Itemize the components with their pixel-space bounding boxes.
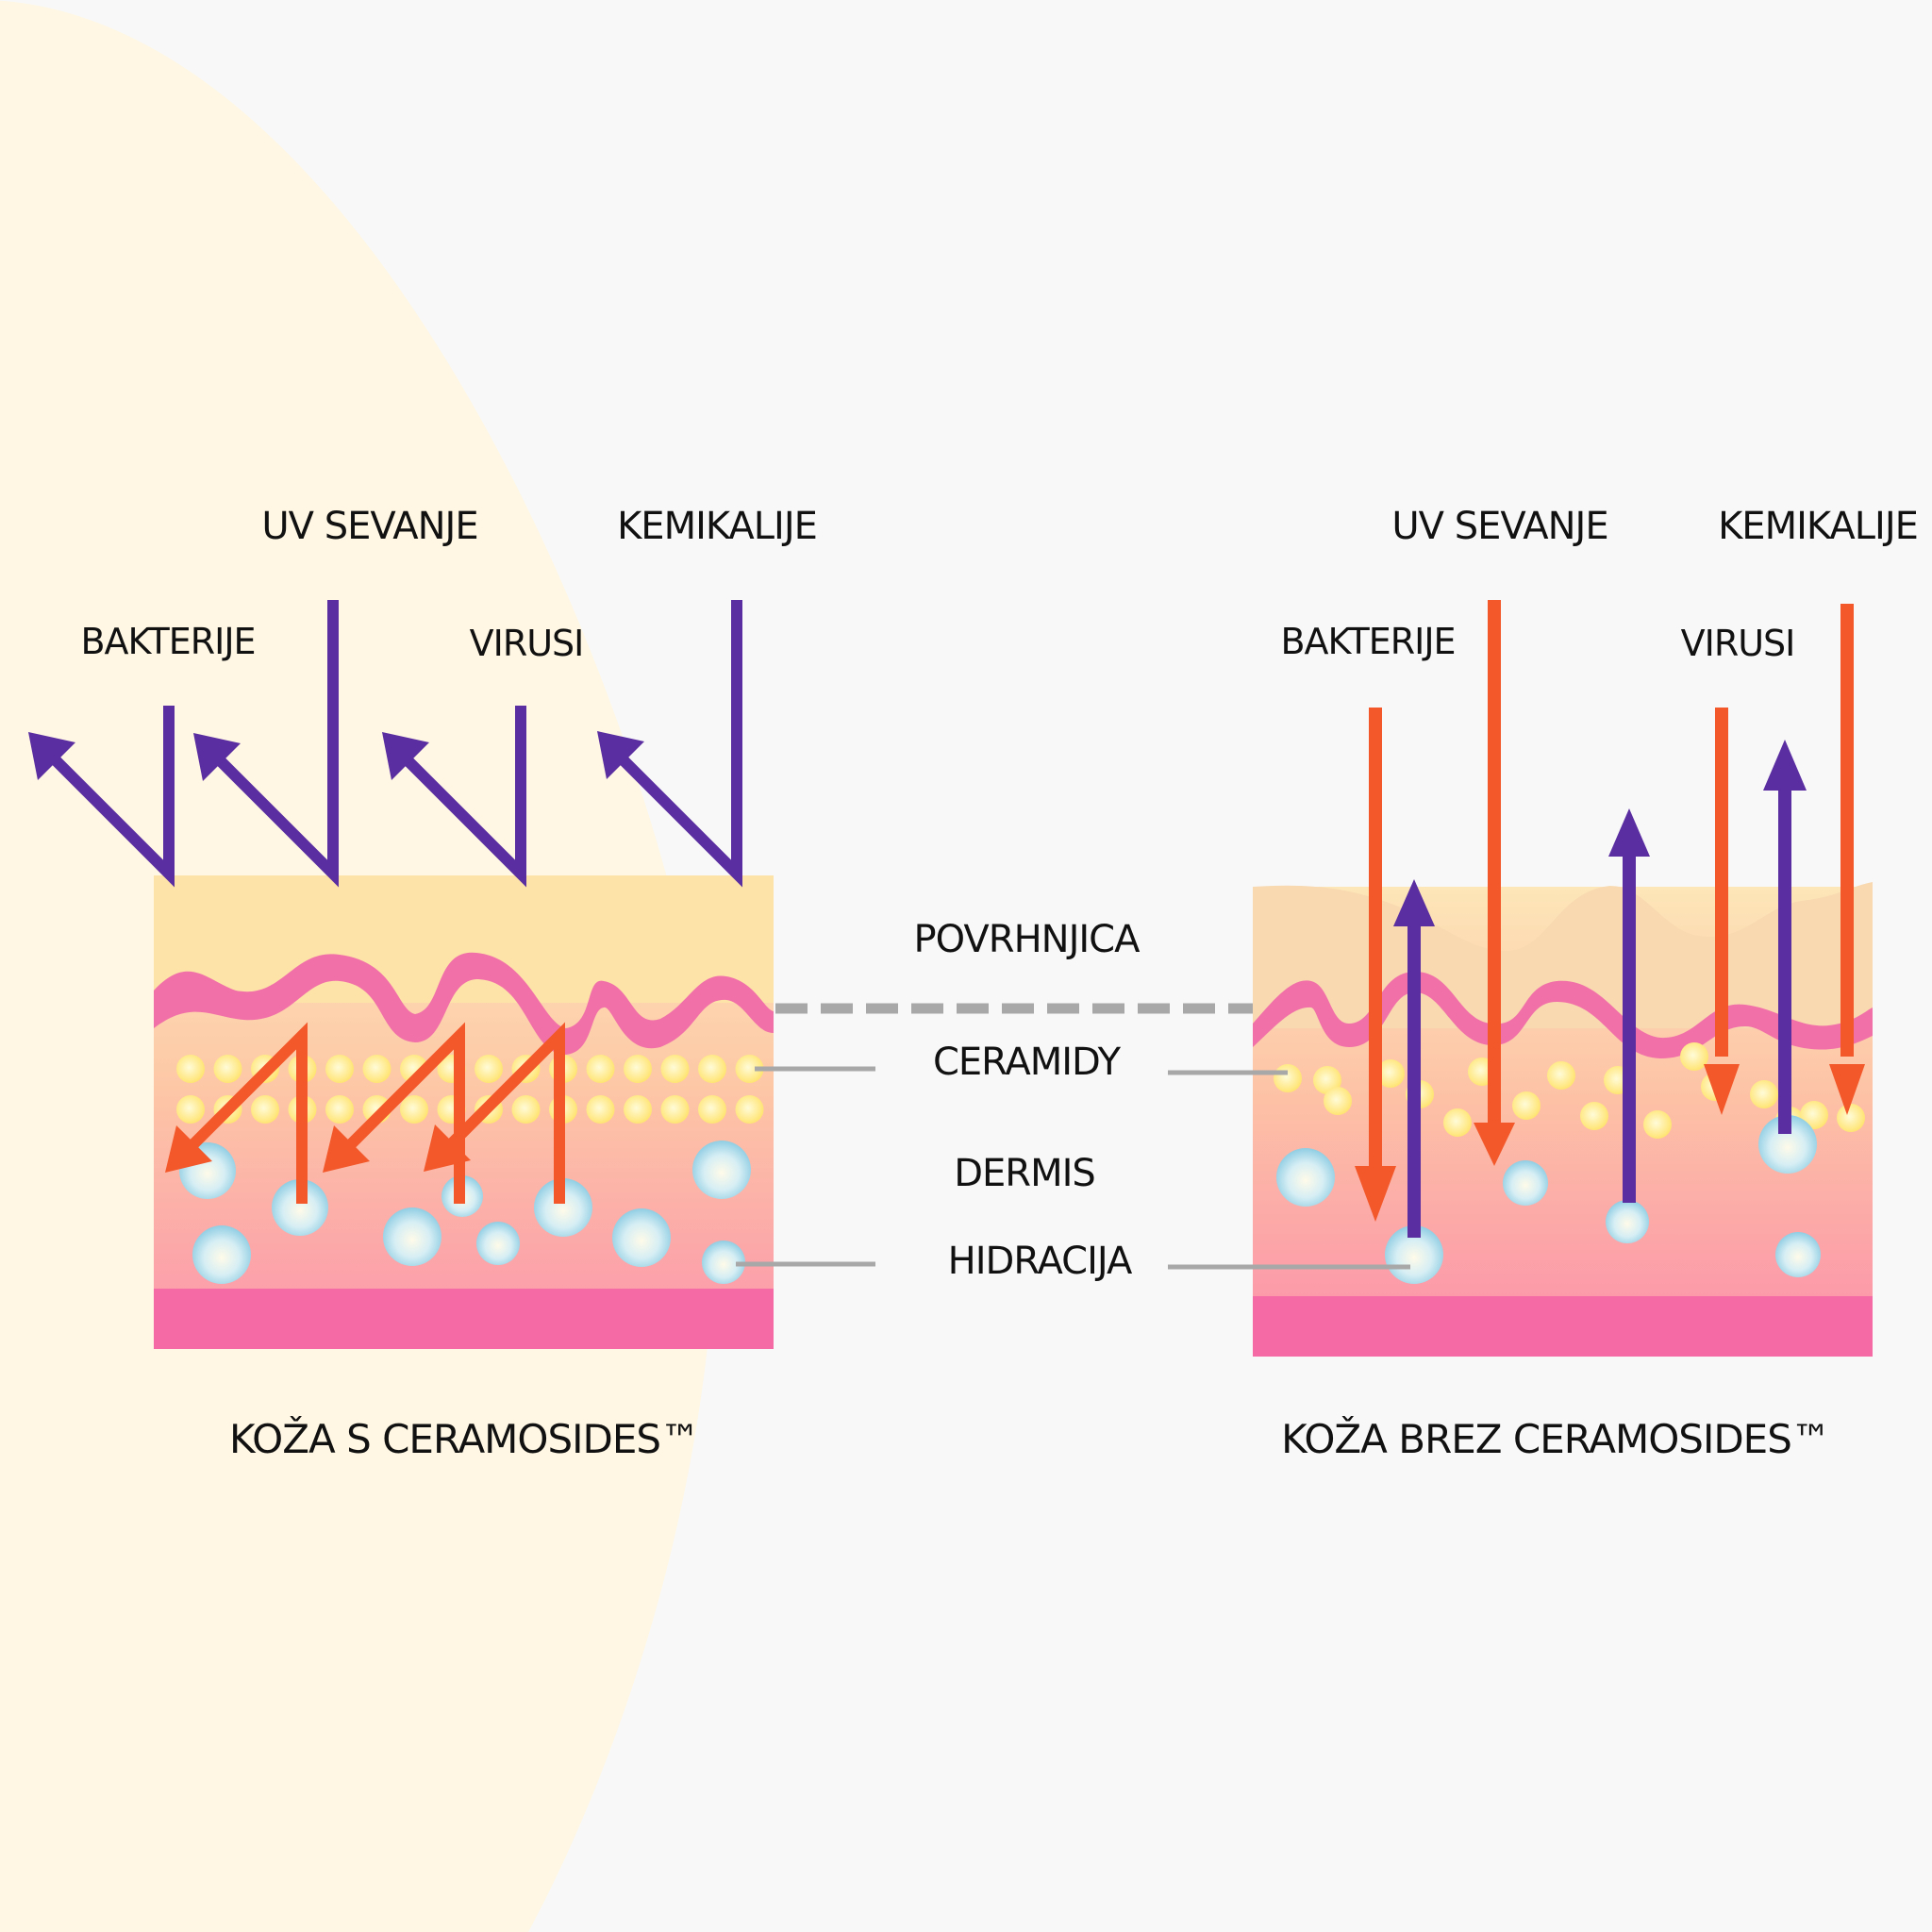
ceramide-dot-icon <box>1580 1102 1608 1130</box>
ceramide-dot-icon <box>660 1055 690 1083</box>
hydration-bubble-icon <box>534 1178 592 1237</box>
ceramide-dot-icon <box>400 1095 428 1124</box>
right-down-arrows <box>1369 600 1854 1179</box>
ceramide-dot-icon <box>624 1055 652 1083</box>
label-surface: POVRHNJICA <box>914 918 1141 961</box>
zigzag-arrow-1 <box>180 1022 308 1204</box>
left-label-chemicals: KEMIKALIJE <box>617 505 817 548</box>
arrow-icon <box>1829 1064 1865 1115</box>
right-label-uv: UV SEVANJE <box>1391 505 1607 548</box>
arrow-icon <box>193 733 241 781</box>
ceramide-dot-icon <box>1643 1110 1672 1139</box>
ceramide-dot-icon <box>1324 1087 1352 1115</box>
label-hydration: HIDRACIJA <box>948 1240 1133 1283</box>
ceramide-dot-icon <box>624 1095 652 1124</box>
ceramide-dot-icon <box>251 1095 279 1124</box>
ceramide-dot-icon <box>1837 1104 1865 1132</box>
arrow-icon <box>1608 808 1650 857</box>
arrow-icon <box>597 731 644 779</box>
reflect-arrow-uv <box>201 600 339 888</box>
ceramide-dot-icon <box>325 1055 354 1083</box>
ceramide-dot-icon <box>1680 1042 1708 1071</box>
ceramide-dot-icon <box>1512 1091 1541 1120</box>
ceramide-dot-icon <box>1376 1059 1405 1088</box>
right-label-chemicals: KEMIKALIJE <box>1718 505 1918 548</box>
hydration-bubble-icon <box>702 1241 745 1284</box>
ceramide-dot-icon <box>1443 1108 1472 1137</box>
ceramide-dot-icon <box>698 1055 726 1083</box>
label-dermis: DERMIS <box>954 1152 1095 1195</box>
ceramide-dot-icon <box>213 1055 242 1083</box>
left-reflected-arrowheads <box>28 731 644 781</box>
arrow-icon <box>1704 1064 1740 1115</box>
zigzag-arrow-3 <box>439 1022 565 1204</box>
hydration-bubble-icon <box>383 1208 441 1266</box>
hydration-bubble-icon <box>192 1225 251 1284</box>
right-up-arrows <box>1407 783 1791 1238</box>
hydration-bubble-icon <box>476 1222 520 1265</box>
left-skin-panel: UV SEVANJE KEMIKALIJE BAKTERIJE VIRUSI K… <box>28 505 818 1462</box>
right-up-arrowheads <box>1393 740 1807 926</box>
ceramide-dot-icon <box>362 1055 391 1083</box>
right-down-arrowheads <box>1355 1064 1865 1222</box>
arrow-icon <box>1474 1123 1515 1166</box>
ceramide-dot-icon <box>1800 1101 1828 1129</box>
ceramide-dot-icon <box>176 1055 205 1083</box>
left-base-layer <box>154 1289 774 1349</box>
right-label-bacteria: BAKTERIJE <box>1280 621 1455 662</box>
ceramide-dot-icon <box>1274 1064 1302 1092</box>
left-label-viruses: VIRUSI <box>470 623 584 664</box>
arrow-icon <box>165 1125 212 1173</box>
left-label-bacteria: BAKTERIJE <box>80 621 255 662</box>
arrow-icon <box>323 1125 370 1173</box>
ceramide-dot-icon <box>735 1055 764 1083</box>
hydration-bubble-icon <box>1775 1232 1821 1277</box>
arrow-icon <box>1763 740 1807 791</box>
left-zigzag-arrowheads <box>165 1124 471 1173</box>
layer-connectors <box>736 1003 1410 1270</box>
right-skin-panel: UV SEVANJE KEMIKALIJE BAKTERIJE VIRUSI K… <box>1253 505 1919 1462</box>
right-caption: KOŽA BREZ CERAMOSIDES™ <box>1281 1415 1830 1462</box>
hydration-bubble-icon <box>692 1141 751 1199</box>
left-epidermis-wave <box>154 952 774 1055</box>
reflect-arrow-bacteria <box>42 706 175 888</box>
reflect-arrow-chemicals <box>605 600 742 888</box>
ceramide-dot-icon <box>325 1095 354 1124</box>
ceramide-dot-icon <box>176 1095 205 1124</box>
arrow-icon <box>1355 1166 1396 1222</box>
left-caption: KOŽA S CERAMOSIDES™ <box>229 1415 699 1462</box>
ceramide-dot-icon <box>698 1095 726 1124</box>
arrow-icon <box>382 732 429 780</box>
ceramide-dot-icon <box>735 1095 764 1124</box>
arrow-icon <box>28 732 75 780</box>
hydration-bubble-icon <box>272 1179 328 1236</box>
ceramide-dot-icon <box>586 1055 615 1083</box>
left-zigzag-arrows <box>180 1022 565 1204</box>
label-ceramides: CERAMIDY <box>933 1041 1122 1084</box>
hydration-bubble-icon <box>1758 1115 1817 1174</box>
arrow-icon <box>1393 879 1435 926</box>
ceramide-dot-icon <box>660 1095 690 1124</box>
right-label-viruses: VIRUSI <box>1681 623 1795 664</box>
arrow-icon <box>424 1124 471 1172</box>
hydration-bubble-icon <box>1606 1200 1649 1243</box>
ceramide-dot-icon <box>1750 1080 1778 1108</box>
ceramide-dot-icon <box>1547 1061 1575 1090</box>
zigzag-arrow-2 <box>338 1022 465 1204</box>
hydration-bubble-icon <box>1276 1148 1335 1207</box>
hydration-bubble-icon <box>1503 1160 1548 1206</box>
ceramide-dot-icon <box>586 1095 615 1124</box>
ceramide-dot-icon <box>475 1055 503 1083</box>
left-reflected-arrows <box>42 600 742 888</box>
reflect-arrow-viruses <box>390 706 526 888</box>
left-label-uv: UV SEVANJE <box>261 505 477 548</box>
ceramide-dot-icon <box>511 1095 541 1124</box>
hydration-bubble-icon <box>612 1208 671 1267</box>
left-hydration-bubbles <box>179 1141 751 1284</box>
right-base-layer <box>1253 1296 1873 1357</box>
